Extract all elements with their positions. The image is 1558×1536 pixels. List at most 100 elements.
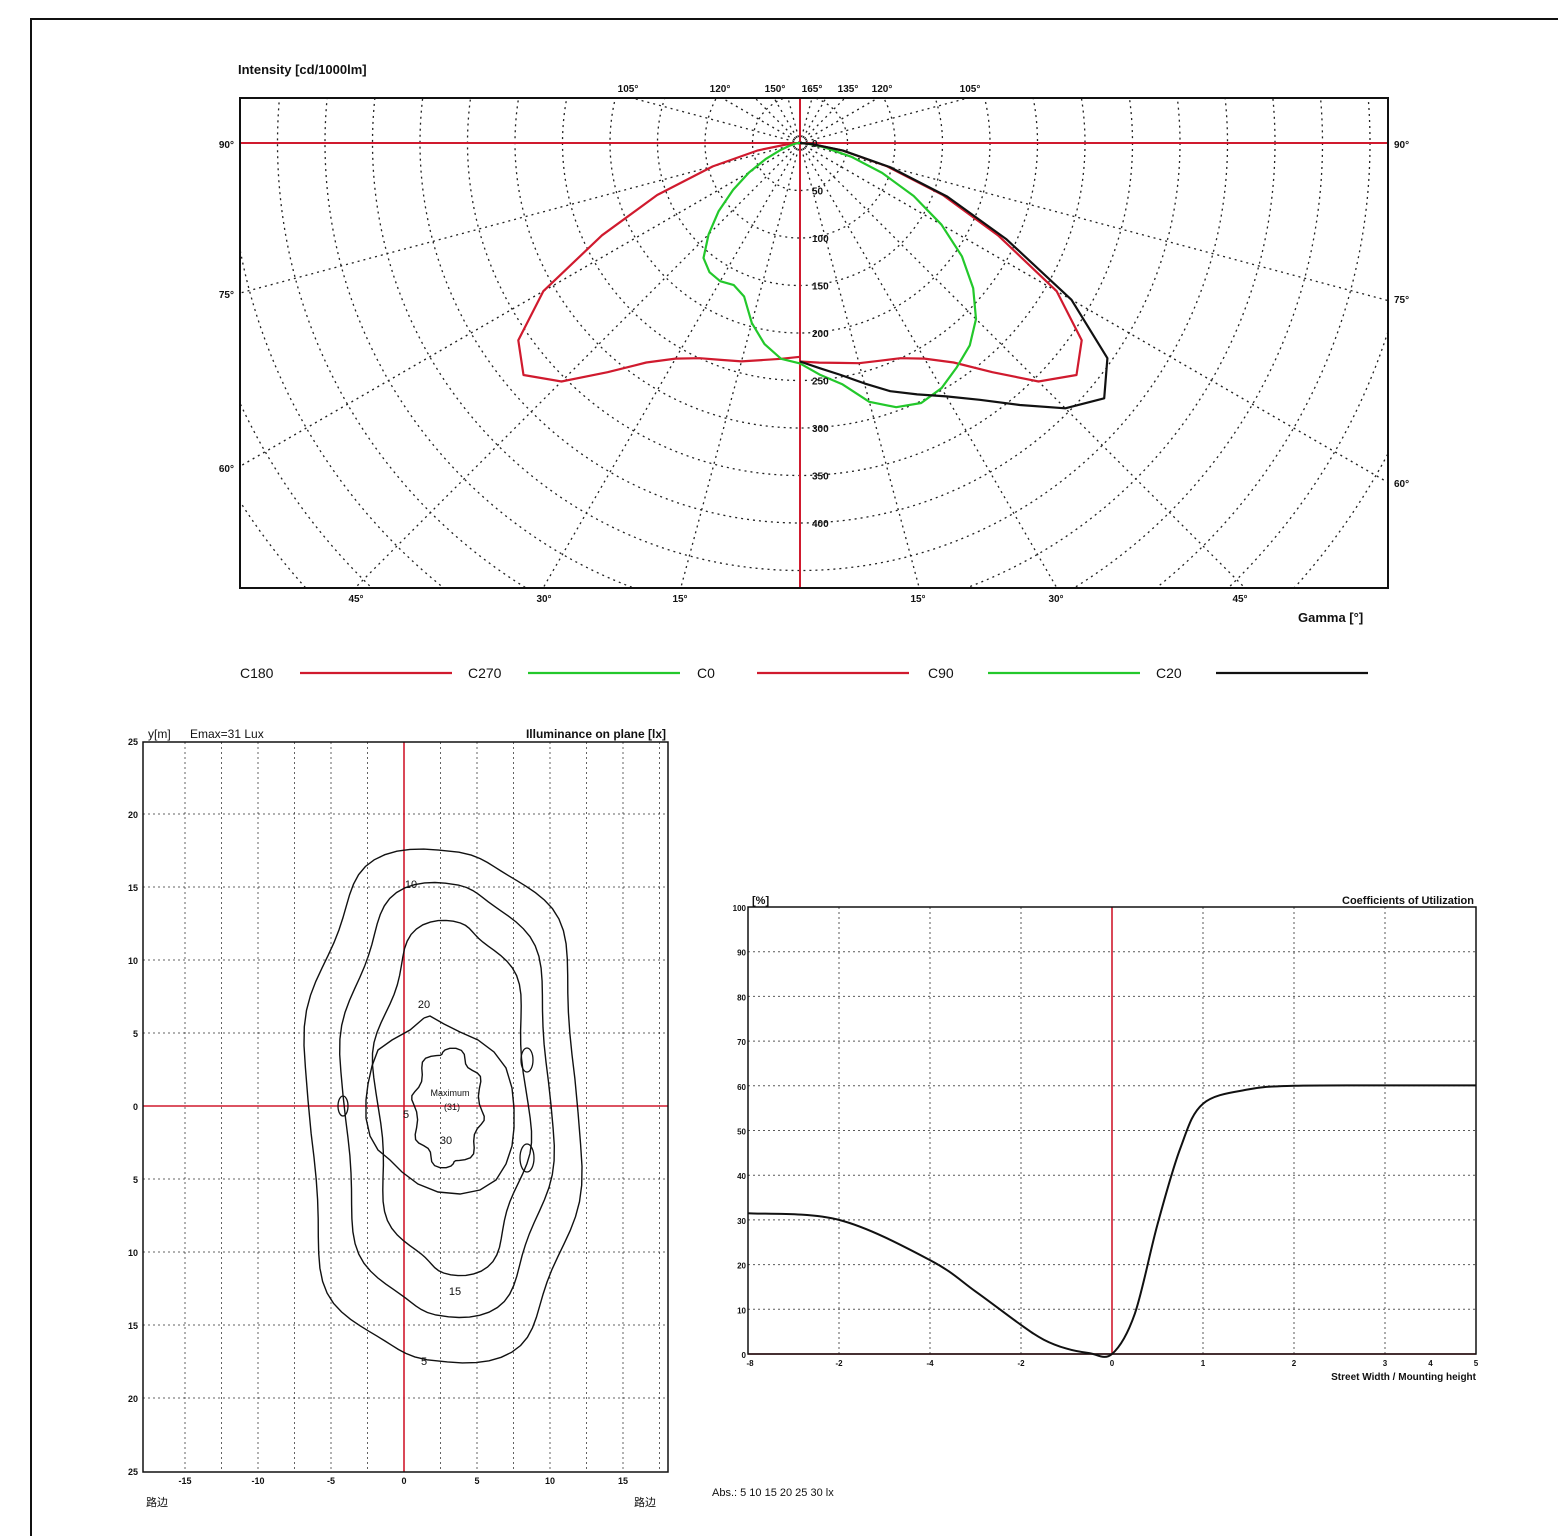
isolux-bottom-right: 路边: [634, 1496, 656, 1509]
polar-grid-spoke: [754, 98, 801, 144]
polar-grid-spoke: [799, 142, 1058, 588]
cu-y-tick: 30: [737, 1217, 746, 1226]
cu-ylabel: [%]: [752, 895, 769, 907]
polar-curve-c20: [799, 141, 1109, 410]
isolux-ylabel: y[m]: [148, 727, 171, 741]
polar-radial-label: 150: [812, 282, 829, 293]
polar-radial-label: 0: [812, 139, 818, 150]
isolux-contour-0: [303, 848, 583, 1364]
cu-y-tick: 80: [737, 993, 746, 1002]
isolux-y-tick: 15: [128, 1321, 138, 1331]
legend-label: C20: [1156, 665, 1182, 681]
legend-label: C90: [928, 665, 954, 681]
polar-right-label: 60°: [1394, 479, 1409, 490]
polar-bottom-label: 45°: [348, 594, 363, 605]
isolux-x-tick: 15: [618, 1476, 628, 1486]
isolux-abs-text: Abs.: 5 10 15 20 25 30 lx: [712, 1487, 834, 1499]
polar-left-label: 75°: [219, 290, 234, 301]
isolux-y-tick: 5: [133, 1175, 138, 1185]
cu-y-tick: 100: [733, 904, 747, 913]
cu-x-tick: 5: [1474, 1359, 1479, 1368]
isolux-contour-1: [338, 881, 556, 1319]
isolux-contour-label: 5: [403, 1109, 409, 1121]
polar-right-label: 90°: [1394, 140, 1409, 151]
polar-radial-label: 350: [812, 472, 829, 483]
isolux-contour-label: (31): [444, 1102, 460, 1112]
isolux-contours: 5 10 15 20 30 5 Maximum (31): [303, 848, 583, 1368]
isolux-grid: [143, 742, 668, 1472]
polar-curves: [517, 141, 1109, 410]
cu-x-tick: 2: [1292, 1359, 1297, 1368]
cu-x-tick: -4: [926, 1359, 934, 1368]
polar-grid-spoke: [787, 98, 801, 144]
cu-y-tick: 70: [737, 1038, 746, 1047]
isolux-x-tick: -15: [178, 1476, 191, 1486]
isolux-y-tick: 25: [128, 1467, 138, 1477]
cu-frame: [747, 906, 1477, 1355]
gamma-axis-label: Gamma [°]: [1298, 610, 1363, 625]
isolux-y-tick: 20: [128, 1394, 138, 1404]
polar-bottom-labels: 45° 30° 15° 15° 30° 45°: [348, 594, 1247, 605]
isolux-contour-label: 10: [405, 879, 417, 891]
cu-xlabel: Street Width / Mounting height: [1331, 1372, 1477, 1383]
isolux-contour-label: 15: [449, 1286, 461, 1298]
cu-x-tick: -2: [1017, 1359, 1025, 1368]
isolux-x-tick: 10: [545, 1476, 555, 1486]
isolux-y-tick: 0: [133, 1102, 138, 1112]
isolux-y-tick: 10: [128, 1248, 138, 1258]
polar-grid-spoke: [720, 98, 801, 144]
polar-grid-spoke: [629, 98, 801, 144]
isolux-y-tick: 15: [128, 883, 138, 893]
isolux-blob: [520, 1047, 534, 1073]
polar-top-label: 165°: [802, 84, 823, 95]
polar-grid-spoke: [799, 142, 920, 588]
isolux-x-tick: 0: [401, 1476, 406, 1486]
polar-grid-spoke: [680, 142, 801, 588]
cu-y-tick: 90: [737, 949, 746, 958]
polar-radial-label: 300: [812, 424, 829, 435]
isolux-contour-20: [365, 1015, 515, 1195]
isolux-y-ticks: 25 20 15 10 5 0 5 10 15 20 25: [128, 737, 138, 1477]
isolux-x-tick: -10: [251, 1476, 264, 1486]
polar-bottom-label: 30°: [536, 594, 551, 605]
cu-y-tick: 0: [742, 1351, 747, 1360]
isolux-contour-label: 30: [440, 1135, 452, 1147]
polar-curve-c180: [517, 141, 801, 383]
polar-grid-spoke: [773, 98, 801, 144]
legend-label: C270: [468, 665, 502, 681]
polar-radial-label: 100: [812, 234, 829, 245]
polar-grid-spoke: [542, 142, 801, 588]
polar-radial-label: 50: [812, 187, 824, 198]
isolux-chart: 5 10 15 20 30 5 Maximum (31) y[m] Emax=31 Lux I…: [128, 727, 834, 1509]
polar-curve-c90: [799, 141, 978, 409]
isolux-contour-30: [411, 1047, 485, 1169]
polar-bottom-label: 45°: [1232, 594, 1247, 605]
polar-grid-spoke: [240, 142, 801, 468]
cu-grid: [748, 907, 1476, 1355]
polar-grid-spoke: [799, 98, 813, 144]
cu-y-tick: 60: [737, 1083, 746, 1092]
polar-left-label: 60°: [219, 464, 234, 475]
polar-radial-label: 200: [812, 329, 829, 340]
polar-grid-spoke: [799, 142, 1246, 588]
legend: C180 C270 C0 C90 C20: [240, 665, 1368, 681]
cu-x-tick: 1: [1201, 1359, 1206, 1368]
polar-top-label: 120°: [872, 84, 893, 95]
isolux-x-ticks: -15 -10 -5 0 5 10 15: [178, 1476, 628, 1486]
polar-bottom-label: 15°: [672, 594, 687, 605]
isolux-contour-2: [371, 919, 533, 1277]
polar-top-label: 105°: [960, 84, 981, 95]
polar-title: Intensity [cd/1000lm]: [238, 62, 367, 77]
polar-grid-spoke: [799, 98, 827, 144]
isolux-y-tick: 5: [133, 1029, 138, 1039]
cu-y-tick: 50: [737, 1128, 746, 1137]
cu-texts: [%] Coefficients of Utilization Street Wid…: [733, 895, 1479, 1383]
polar-radial-label: 400: [812, 519, 829, 530]
polar-bottom-label: 15°: [910, 594, 925, 605]
isolux-frame: [142, 741, 669, 1473]
polar-right-label: 75°: [1394, 295, 1409, 306]
isolux-y-tick: 10: [128, 956, 138, 966]
polar-curve-c270: [702, 141, 801, 365]
